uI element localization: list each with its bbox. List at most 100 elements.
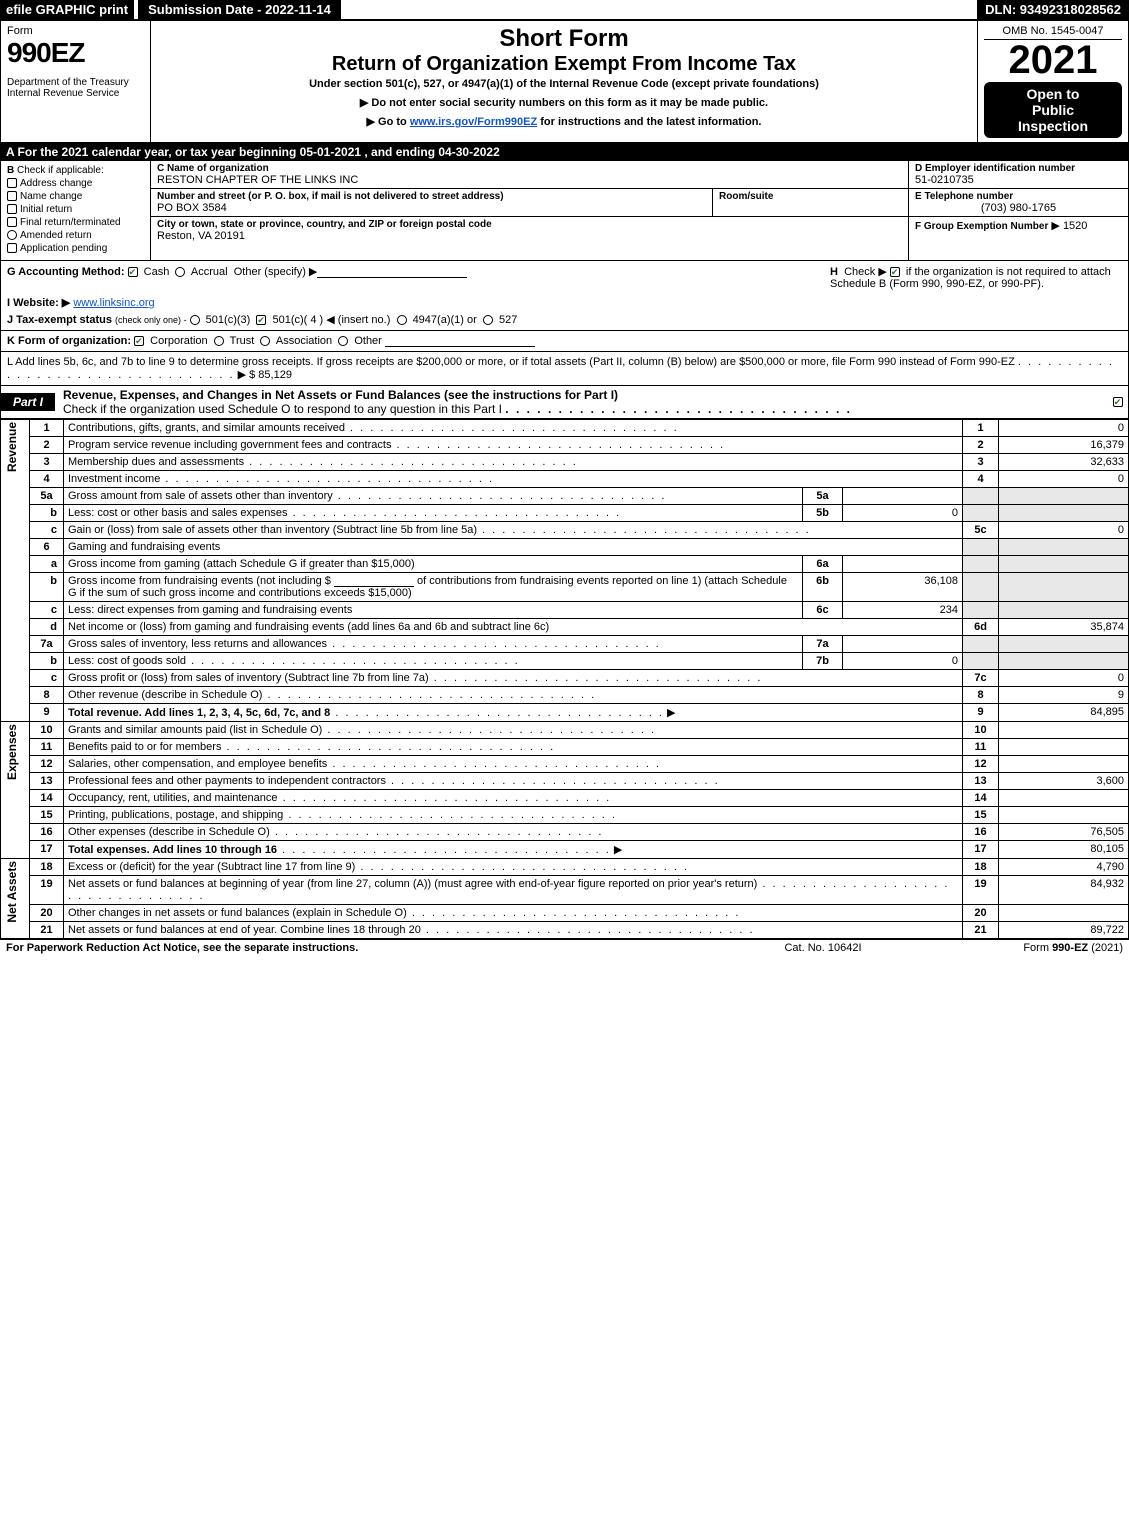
efile-label[interactable]: efile GRAPHIC print bbox=[0, 0, 134, 19]
chk-4947[interactable] bbox=[397, 315, 407, 325]
line-num: c bbox=[30, 670, 64, 687]
chk-trust[interactable] bbox=[214, 336, 224, 346]
opt-final-return: Final return/terminated bbox=[20, 217, 121, 228]
chk-cash[interactable] bbox=[128, 267, 138, 277]
chk-corporation[interactable] bbox=[134, 336, 144, 346]
line-num: 2 bbox=[30, 437, 64, 454]
top-bar: efile GRAPHIC print Submission Date - 20… bbox=[0, 0, 1129, 21]
contrib-field[interactable] bbox=[334, 575, 414, 587]
amt-6d: 35,874 bbox=[999, 619, 1129, 636]
line-desc: Grants and similar amounts paid (list in… bbox=[68, 724, 322, 736]
chk-h[interactable] bbox=[890, 267, 900, 277]
chk-name-change[interactable]: Name change bbox=[7, 191, 144, 202]
g-accounting: G Accounting Method: Cash Accrual Other … bbox=[7, 265, 822, 278]
line-num: 17 bbox=[30, 841, 64, 859]
checkbox-icon[interactable] bbox=[7, 191, 17, 201]
goto-pre: ▶ Go to bbox=[367, 116, 410, 128]
form-number: 990EZ bbox=[7, 37, 144, 69]
irs-link[interactable]: www.irs.gov/Form990EZ bbox=[410, 116, 537, 128]
tax-year: 2021 bbox=[984, 40, 1122, 80]
dln-label: DLN: 93492318028562 bbox=[977, 0, 1129, 19]
checkbox-icon[interactable] bbox=[7, 243, 17, 253]
k-other-field[interactable] bbox=[385, 335, 535, 347]
j-4947: 4947(a)(1) or bbox=[413, 314, 477, 326]
chk-final-return[interactable]: Final return/terminated bbox=[7, 217, 144, 228]
checkbox-icon[interactable] bbox=[7, 204, 17, 214]
line-desc: Printing, publications, postage, and shi… bbox=[68, 809, 283, 821]
checkbox-icon[interactable] bbox=[7, 217, 17, 227]
chk-association[interactable] bbox=[260, 336, 270, 346]
line-num: b bbox=[30, 573, 64, 602]
col-num: 14 bbox=[963, 790, 999, 807]
amt-8: 9 bbox=[999, 687, 1129, 704]
line-desc: Net income or (loss) from gaming and fun… bbox=[64, 619, 963, 636]
f-group-label: F Group Exemption Number bbox=[915, 221, 1048, 232]
g-cash: Cash bbox=[144, 266, 170, 278]
col-num: 18 bbox=[963, 859, 999, 876]
line-desc: Other revenue (describe in Schedule O) bbox=[68, 689, 262, 701]
form-ref-pre: Form bbox=[1023, 942, 1052, 954]
dots-icon bbox=[391, 439, 725, 451]
col-num: 20 bbox=[963, 905, 999, 922]
chk-application-pending[interactable]: Application pending bbox=[7, 243, 144, 254]
entity-block: B Check if applicable: Address change Na… bbox=[0, 161, 1129, 261]
line-desc: Professional fees and other payments to … bbox=[68, 775, 386, 787]
dots-icon bbox=[333, 490, 667, 502]
line-num: b bbox=[30, 653, 64, 670]
chk-501c[interactable] bbox=[256, 315, 266, 325]
dots-icon bbox=[270, 826, 604, 838]
i-website: I Website: ▶ www.linksinc.org bbox=[7, 296, 1122, 309]
line-desc: Less: direct expenses from gaming and fu… bbox=[68, 604, 352, 616]
chk-accrual[interactable] bbox=[175, 267, 185, 277]
line-desc: Occupancy, rent, utilities, and maintena… bbox=[68, 792, 278, 804]
chk-527[interactable] bbox=[483, 315, 493, 325]
col-num: 1 bbox=[963, 420, 999, 437]
amt-2: 16,379 bbox=[999, 437, 1129, 454]
dots-icon bbox=[327, 758, 661, 770]
line-num: a bbox=[30, 556, 64, 573]
dots-icon bbox=[278, 792, 612, 804]
opt-application-pending: Application pending bbox=[20, 243, 107, 254]
dots-icon bbox=[421, 924, 755, 936]
website-link[interactable]: www.linksinc.org bbox=[73, 297, 154, 309]
g-other-field[interactable] bbox=[317, 266, 467, 278]
line-num: 19 bbox=[30, 876, 64, 905]
line-desc: Net assets or fund balances at beginning… bbox=[68, 878, 757, 890]
chk-amended-return[interactable]: Amended return bbox=[7, 230, 144, 241]
city-label: City or town, state or province, country… bbox=[157, 219, 902, 230]
dots-icon bbox=[345, 422, 679, 434]
chk-address-change[interactable]: Address change bbox=[7, 178, 144, 189]
chk-initial-return[interactable]: Initial return bbox=[7, 204, 144, 215]
line-desc: Total revenue. Add lines 1, 2, 3, 4, 5c,… bbox=[68, 707, 330, 719]
line-desc: Gross sales of inventory, less returns a… bbox=[68, 638, 327, 650]
dots-icon bbox=[386, 775, 720, 787]
amt-9: 84,895 bbox=[999, 704, 1129, 722]
col-shade bbox=[999, 556, 1129, 573]
dots-icon bbox=[262, 689, 596, 701]
dots-icon bbox=[477, 524, 811, 536]
col-shade bbox=[963, 573, 999, 602]
chk-501c3[interactable] bbox=[190, 315, 200, 325]
subtitle: Under section 501(c), 527, or 4947(a)(1)… bbox=[157, 78, 971, 90]
dots-icon bbox=[244, 456, 578, 468]
open-l2: Public bbox=[986, 102, 1120, 118]
line-num: c bbox=[30, 602, 64, 619]
col-num: 19 bbox=[963, 876, 999, 905]
phone-value: (703) 980-1765 bbox=[915, 202, 1122, 214]
inner-label: 6b bbox=[803, 573, 843, 602]
amt-20 bbox=[999, 905, 1129, 922]
chk-schedule-o[interactable] bbox=[1113, 397, 1123, 407]
warning-ssn: ▶ Do not enter social security numbers o… bbox=[157, 96, 971, 109]
chk-other[interactable] bbox=[338, 336, 348, 346]
line-desc: Net assets or fund balances at end of ye… bbox=[68, 924, 421, 936]
radio-icon[interactable] bbox=[7, 230, 17, 240]
j-527: 527 bbox=[499, 314, 517, 326]
col-num: 10 bbox=[963, 722, 999, 739]
col-shade bbox=[999, 505, 1129, 522]
inner-label: 7b bbox=[803, 653, 843, 670]
checkbox-icon[interactable] bbox=[7, 178, 17, 188]
j-label: J Tax-exempt status bbox=[7, 314, 112, 326]
col-shade bbox=[963, 602, 999, 619]
line-desc: Excess or (deficit) for the year (Subtra… bbox=[68, 861, 355, 873]
line-desc: Other changes in net assets or fund bala… bbox=[68, 907, 407, 919]
